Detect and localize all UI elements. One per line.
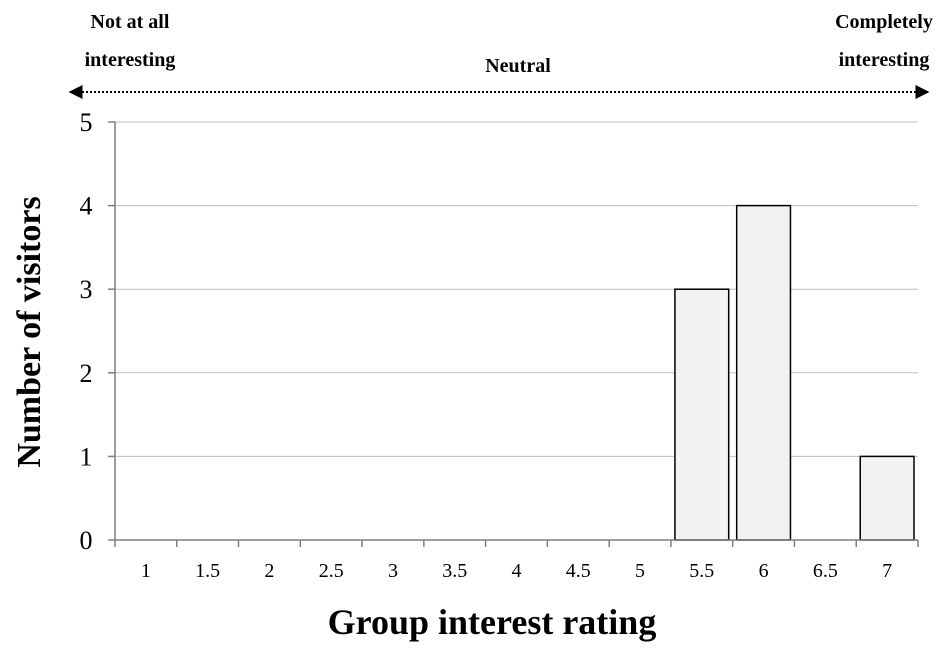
scale-middle-label: Neutral (485, 55, 551, 77)
scale-left-label-line2: interesting (85, 49, 176, 71)
x-tick-label: 5 (635, 560, 645, 582)
x-axis-title: Group interest rating (328, 602, 657, 642)
y-tick-labels: 0 1 2 3 4 5 (80, 108, 93, 555)
bar (674, 288, 730, 541)
x-tick-label: 4 (512, 560, 522, 582)
x-tick-label: 2 (264, 560, 274, 582)
x-tick-label: 3.5 (442, 560, 467, 582)
bar (859, 455, 915, 541)
y-tick-label: 4 (80, 192, 93, 221)
x-tick-label: 5.5 (689, 560, 714, 582)
x-tick-label: 7 (882, 560, 892, 582)
bars (674, 204, 915, 541)
y-tick-label: 3 (80, 275, 93, 304)
scale-right-label-line1: Completely (835, 11, 933, 33)
x-tick-label: 1.5 (195, 560, 220, 582)
scale-left-label-line1: Not at all (91, 11, 170, 33)
x-tick-label: 3 (388, 560, 398, 582)
axes (114, 122, 918, 541)
x-tick-label: 6 (759, 560, 769, 582)
bar (735, 204, 792, 541)
y-tick-label: 2 (80, 359, 93, 388)
x-tick-labels: 1 1.5 2 2.5 3 3.5 4 4.5 5 5.5 6 6.5 7 (141, 560, 892, 582)
y-axis-title: Number of visitors (11, 196, 48, 467)
y-tick-label: 1 (80, 442, 93, 471)
y-tick-label: 5 (80, 108, 93, 137)
x-tick-label: 4.5 (566, 560, 591, 582)
x-tick-label: 6.5 (813, 560, 838, 582)
grid-lines (108, 121, 918, 541)
x-ticks (114, 540, 919, 547)
y-tick-label: 0 (80, 526, 93, 555)
x-tick-label: 1 (141, 560, 151, 582)
x-tick-label: 2.5 (319, 560, 344, 582)
scale-right-label-line2: interesting (839, 49, 930, 71)
interest-scale: Not at all interesting Neutral Completel… (68, 11, 933, 99)
